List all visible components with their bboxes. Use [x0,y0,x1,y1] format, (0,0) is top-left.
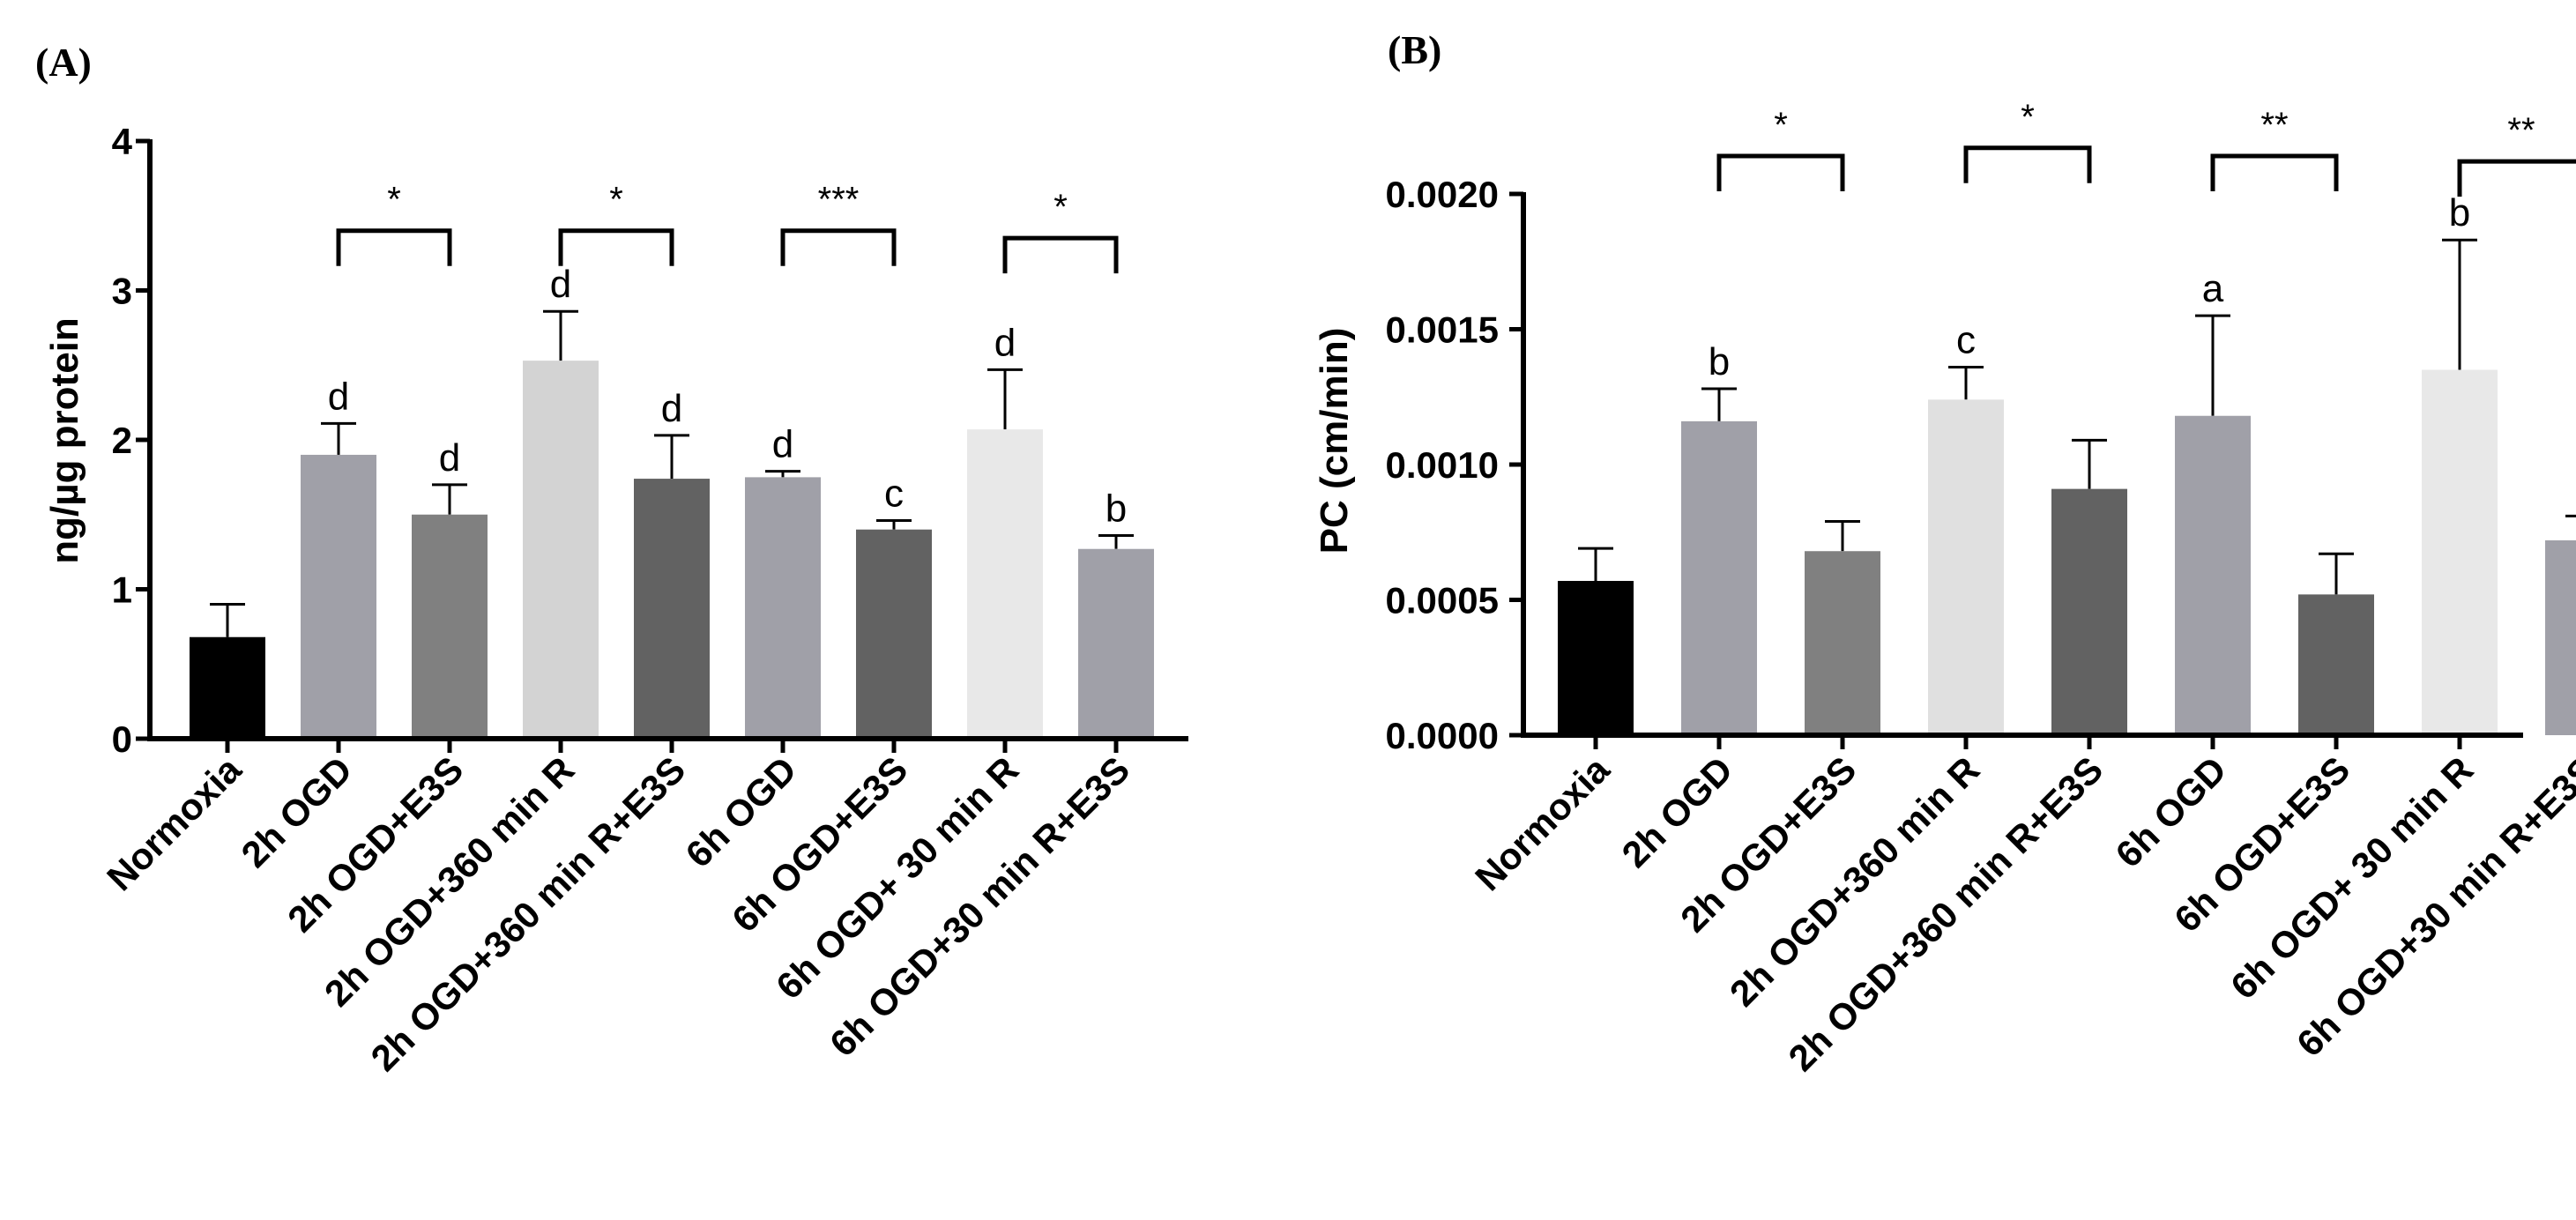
bar [2051,488,2127,735]
significance-bracket [1963,145,2092,183]
bar [745,477,821,739]
significance-bracket [558,228,674,266]
bar [856,529,932,739]
bar [1558,581,1634,735]
bar [190,636,265,739]
y-tick-label: 0.0010 [1386,444,1499,486]
y-tick-label: 0.0000 [1386,715,1499,756]
y-tick-label: 4 [112,121,133,162]
y-tick-label: 1 [112,569,132,611]
bar [2175,415,2251,735]
panel-a-chart: (A)ng/µg protein dddddcdb01234Normoxia2h … [35,40,1188,1079]
bar [1681,420,1757,735]
bar [301,454,376,739]
significance-asterisks: * [2021,98,2035,137]
bar-significance-letter: d [439,436,460,480]
x-category-label: 6h OGD+ 30 min R [2222,748,2481,1007]
bar-significance-letter: d [772,423,793,466]
significance-bracket [1002,235,1119,274]
bar [523,361,599,739]
bar-significance-letter: d [661,387,682,430]
bar [2298,594,2374,735]
significance-bracket [1716,153,1845,192]
bar [634,479,710,739]
panel-b-chart: (B) PC (cm/min) b c a b 0.0000 0.0005 0.0010 0.00… [1313,27,2576,1079]
panel-label: (B) [1388,27,1441,72]
y-tick-label: 0.0005 [1386,580,1499,621]
bar [1928,399,2004,735]
bar [967,429,1043,739]
y-axis-title: ng/µg protein [43,317,86,564]
bar [412,514,488,739]
bar [2422,369,2498,735]
x-category-label: 6h OGD [2108,748,2235,875]
bar-significance-letter: d [994,321,1016,364]
significance-asterisks: * [609,181,623,219]
y-tick-label: 2 [112,420,132,461]
bar-significance-letter: c [1956,318,1976,361]
x-category-label: Normoxia [99,748,249,899]
y-tick-label: 0.0015 [1386,309,1499,351]
bar [1805,551,1880,735]
bar-significance-letter: b [1709,340,1730,383]
significance-asterisks: * [1053,188,1068,227]
y-tick-label: 3 [112,271,132,312]
bar-significance-letter: b [2449,191,2470,234]
panel-label: (A) [35,40,92,85]
bar-significance-letter: d [550,263,571,306]
x-category-label: 2h OGD [1614,748,1741,875]
significance-asterisks: ** [2260,106,2288,145]
significance-asterisks: * [387,181,401,219]
significance-bracket [336,228,452,266]
bar-significance-letter: d [328,375,349,418]
bar-significance-letter: b [1106,487,1127,530]
significance-asterisks: * [1774,106,1788,145]
bar [2545,539,2576,735]
y-tick-label: 0 [112,718,132,760]
significance-bracket [2457,159,2576,197]
significance-asterisks: *** [818,181,860,219]
significance-bracket [2210,153,2339,192]
y-axis-title: PC (cm/min) [1313,328,1356,554]
bar-significance-letter: c [884,472,904,516]
x-category-label: Normoxia [1467,748,1618,899]
bar-significance-letter: a [2202,267,2224,310]
significance-bracket [780,228,897,266]
bar [1078,548,1154,739]
significance-asterisks: ** [2507,111,2535,150]
y-tick-label: 0.0020 [1386,174,1499,215]
